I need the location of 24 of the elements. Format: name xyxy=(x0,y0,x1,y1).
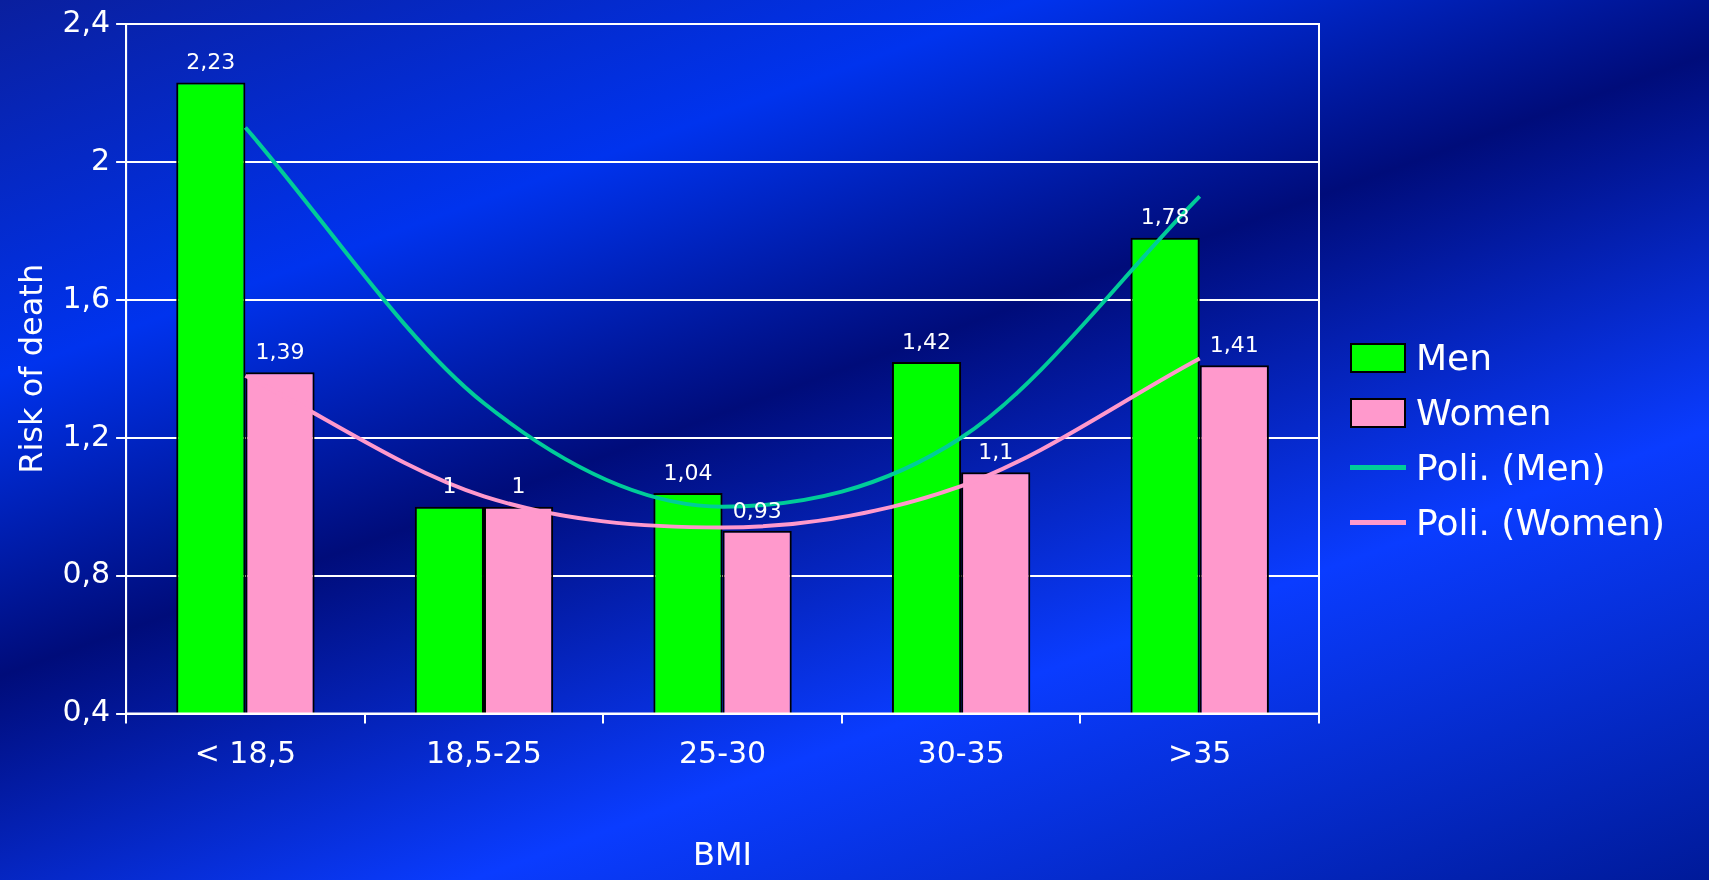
y-tick-label: 0,4 xyxy=(62,693,111,729)
y-tick-label: 2 xyxy=(91,141,111,177)
data-label: 1,42 xyxy=(902,328,952,354)
y-tick-label: 1,6 xyxy=(62,279,111,315)
x-axis-title: BMI xyxy=(693,835,753,874)
legend-label: Poli. (Women) xyxy=(1416,502,1665,543)
data-label: 1 xyxy=(511,473,526,499)
data-label: 1,1 xyxy=(978,438,1014,464)
y-tick-label: 0,8 xyxy=(62,555,111,591)
y-axis-title: Risk of death xyxy=(11,263,50,474)
data-label: 2,23 xyxy=(186,49,236,75)
data-label: 1,39 xyxy=(255,338,305,364)
legend-label: Poli. (Men) xyxy=(1416,447,1606,488)
legend-label: Women xyxy=(1416,392,1552,433)
data-label: 1,41 xyxy=(1209,332,1259,358)
x-tick-label: 30-35 xyxy=(917,735,1005,771)
x-tick-label: 18,5-25 xyxy=(426,735,542,771)
legend-label: Men xyxy=(1416,337,1493,378)
y-tick-label: 1,2 xyxy=(62,417,111,453)
x-tick-label: >35 xyxy=(1168,735,1232,771)
y-tick-label: 2,4 xyxy=(62,3,111,39)
x-tick-label: < 18,5 xyxy=(194,735,297,771)
x-tick-label: 25-30 xyxy=(678,735,767,771)
data-label: 1,04 xyxy=(663,459,713,485)
